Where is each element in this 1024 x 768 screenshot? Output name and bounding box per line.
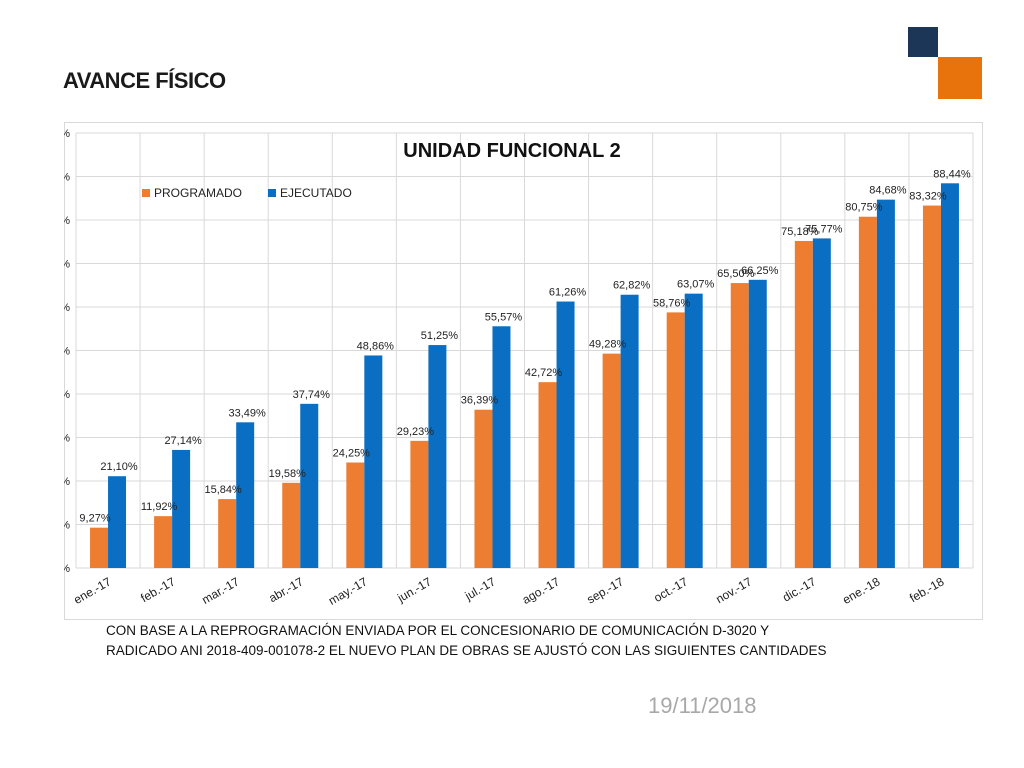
bar-ejecutado	[492, 326, 511, 568]
y-tick-label: 60%	[64, 302, 70, 314]
data-label-programado: 42,72%	[525, 367, 563, 379]
data-label-ejecutado: 37,74%	[293, 389, 331, 401]
y-tick-label: 50%	[64, 346, 70, 358]
bar-programado	[666, 312, 685, 568]
bar-programado	[410, 440, 429, 568]
data-label-programado: 36,39%	[461, 395, 499, 407]
bar-ejecutado	[684, 293, 703, 568]
data-label-programado: 83,32%	[909, 191, 947, 203]
bar-programado	[90, 527, 109, 568]
y-tick-label: 100%	[64, 128, 70, 140]
bar-ejecutado	[812, 238, 831, 568]
legend-swatch-programado	[142, 189, 150, 197]
data-label-ejecutado: 84,68%	[869, 185, 907, 197]
bar-ejecutado	[300, 403, 319, 568]
legend-label-programado: PROGRAMADO	[154, 186, 242, 200]
data-label-programado: 29,23%	[397, 426, 435, 438]
bar-programado	[602, 353, 621, 568]
data-label-ejecutado: 63,07%	[677, 279, 715, 291]
data-label-ejecutado: 88,44%	[933, 168, 971, 180]
data-label-programado: 9,27%	[79, 513, 110, 525]
decor-navy-square	[908, 27, 938, 57]
data-label-programado: 65,50%	[717, 268, 755, 280]
bar-ejecutado	[876, 199, 895, 568]
data-label-programado: 11,92%	[141, 501, 178, 513]
bar-ejecutado	[108, 476, 127, 568]
y-tick-label: 10%	[64, 520, 70, 532]
data-label-ejecutado: 33,49%	[229, 407, 267, 419]
bar-ejecutado	[940, 183, 959, 568]
bar-ejecutado	[172, 449, 191, 568]
bar-ejecutado	[364, 355, 383, 568]
decor-orange-square	[938, 57, 982, 99]
slide-date: 19/11/2018	[648, 693, 757, 718]
bar-programado	[922, 205, 941, 569]
data-label-ejecutado: 48,86%	[357, 340, 395, 352]
data-label-programado: 58,76%	[653, 297, 691, 309]
data-label-ejecutado: 75,77%	[805, 223, 843, 235]
bar-programado	[154, 516, 173, 568]
data-label-programado: 49,28%	[589, 339, 627, 351]
bar-programado	[346, 462, 365, 568]
data-label-programado: 80,75%	[845, 202, 883, 214]
bar-programado	[474, 409, 493, 568]
bar-programado	[538, 382, 557, 568]
data-label-ejecutado: 27,14%	[164, 435, 202, 447]
data-label-ejecutado: 61,26%	[549, 287, 587, 299]
bar-ejecutado	[620, 294, 639, 568]
legend-label-ejecutado: EJECUTADO	[280, 186, 352, 200]
bar-chart: 0%10%20%30%40%50%60%70%80%90%100%ene.-17…	[64, 122, 983, 620]
bar-programado	[858, 216, 877, 569]
bar-programado	[218, 499, 237, 568]
bar-ejecutado	[236, 422, 255, 568]
bar-ejecutado	[428, 345, 447, 568]
data-label-programado: 15,84%	[205, 484, 243, 496]
bar-ejecutado	[556, 301, 575, 568]
data-label-ejecutado: 51,25%	[421, 330, 459, 342]
note-line-1: CON BASE A LA REPROGRAMACIÓN ENVIADA POR…	[106, 623, 770, 638]
y-tick-label: 0%	[64, 563, 70, 575]
y-tick-label: 90%	[64, 172, 70, 184]
y-tick-label: 70%	[64, 259, 70, 271]
bar-programado	[282, 482, 301, 568]
data-label-ejecutado: 62,82%	[613, 280, 651, 292]
bar-programado	[794, 240, 813, 568]
note-line-2: RADICADO ANI 2018-409-001078-2 EL NUEVO …	[106, 643, 827, 658]
y-tick-label: 20%	[64, 476, 70, 488]
legend-swatch-ejecutado	[268, 189, 276, 197]
data-label-ejecutado: 21,10%	[100, 461, 138, 473]
data-label-ejecutado: 66,25%	[741, 265, 779, 277]
note-text: CON BASE A LA REPROGRAMACIÓN ENVIADA POR…	[106, 621, 986, 661]
bar-ejecutado	[748, 279, 767, 568]
data-label-programado: 75,18%	[781, 226, 819, 238]
y-tick-label: 80%	[64, 215, 70, 227]
bar-programado	[730, 283, 749, 568]
data-label-programado: 19,58%	[269, 468, 307, 480]
y-tick-label: 30%	[64, 433, 70, 445]
y-tick-label: 40%	[64, 389, 70, 401]
data-label-programado: 24,25%	[333, 448, 371, 460]
data-label-ejecutado: 55,57%	[485, 311, 523, 323]
page-title: AVANCE FÍSICO	[63, 68, 226, 93]
